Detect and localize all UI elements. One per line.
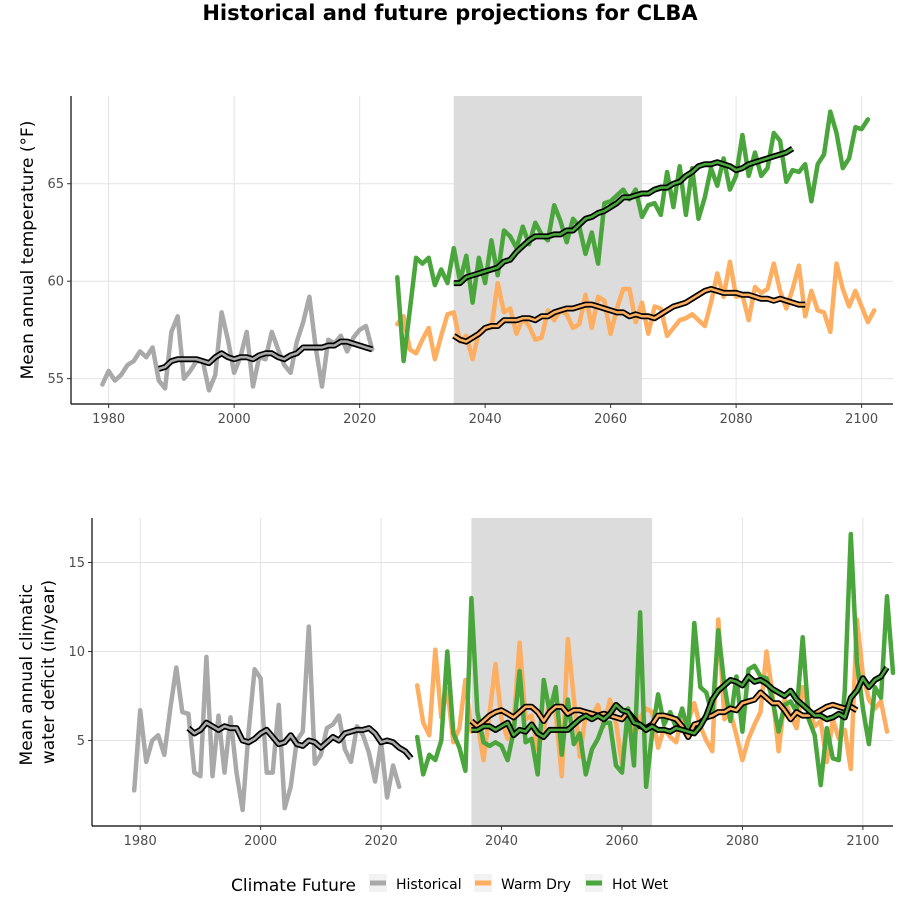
historical-10-yr-mean-line [186,719,414,761]
rolling-mean-core [158,340,373,371]
water-deficit-y-axis-label: Mean annual climatic water deficit (in/y… [17,579,59,766]
historical-10-yr-mean-line [157,338,374,372]
rolling-mean-core [187,721,413,760]
historical-line [131,624,402,813]
legend: Climate Future Historical Warm Dry Hot Wet [231,874,669,896]
warm-dry-10-yr-mean-line [469,689,859,740]
warm-dry-line [395,259,877,362]
x-tick-label: 2000 [244,834,277,849]
x-tick-label: 2000 [218,412,251,427]
chart-title: Historical and future projections for CL… [202,1,698,25]
temperature-y-axis-label: Mean annual temperature (°F) [18,121,38,380]
x-tick-label: 2060 [605,834,638,849]
temperature-panel: 1980 2000 2020 2040 2060 2080 2100 55 60 65 Mean … [18,96,893,427]
x-tick-label: 2100 [845,412,878,427]
y-tick-label: 15 [68,556,85,571]
rolling-mean-core [453,147,794,285]
legend-item-hot-wet: Hot Wet [585,874,669,893]
water-deficit-y-axis-label-line1: Mean annual climatic [17,584,37,766]
water-deficit-axes: 1980 2000 2020 2040 2060 2080 2100 5 10 15 [68,518,893,849]
water-deficit-series [131,531,896,813]
legend-item-warm-dry: Warm Dry [474,874,571,893]
x-tick-label: 1980 [124,834,157,849]
hot-wet-line [414,531,896,790]
water-deficit-y-axis-label-line2: water deficit (in/year) [39,580,59,764]
shaded-period-band [453,96,643,404]
x-tick-label: 2020 [343,412,376,427]
legend-item-historical: Historical [369,874,462,893]
rolling-mean-core [471,666,889,739]
hot-wet-10-yr-mean-line [471,665,890,740]
temperature-series [100,109,877,393]
y-tick-label: 5 [77,734,85,749]
y-tick-label: 65 [47,177,64,192]
temperature-shaded-period [453,96,643,404]
rolling-mean-core [470,691,858,739]
y-tick-label: 10 [68,645,85,660]
x-tick-label: 2020 [365,834,398,849]
warm-dry-10-yr-mean-line [452,286,806,345]
legend-label: Warm Dry [501,877,571,893]
x-tick-label: 1980 [92,412,125,427]
x-tick-label: 2060 [594,412,627,427]
legend-label: Hot Wet [612,877,669,893]
x-tick-label: 2040 [469,412,502,427]
y-tick-label: 55 [47,372,64,387]
y-tick-label: 60 [47,275,64,290]
legend-label: Historical [396,877,462,893]
water-deficit-panel: 1980 2000 2020 2040 2060 2080 2100 5 10 15 Mean a… [17,518,896,849]
legend-title: Climate Future [231,876,356,896]
x-tick-label: 2080 [720,412,753,427]
x-tick-label: 2080 [726,834,759,849]
hot-wet-10-yr-mean-line [453,146,795,287]
x-tick-label: 2100 [846,834,879,849]
x-tick-label: 2040 [485,834,518,849]
rolling-mean-core [453,287,806,343]
rolling-mean-outline [157,338,374,372]
temperature-axes: 1980 2000 2020 2040 2060 2080 2100 55 60 65 [47,96,893,427]
